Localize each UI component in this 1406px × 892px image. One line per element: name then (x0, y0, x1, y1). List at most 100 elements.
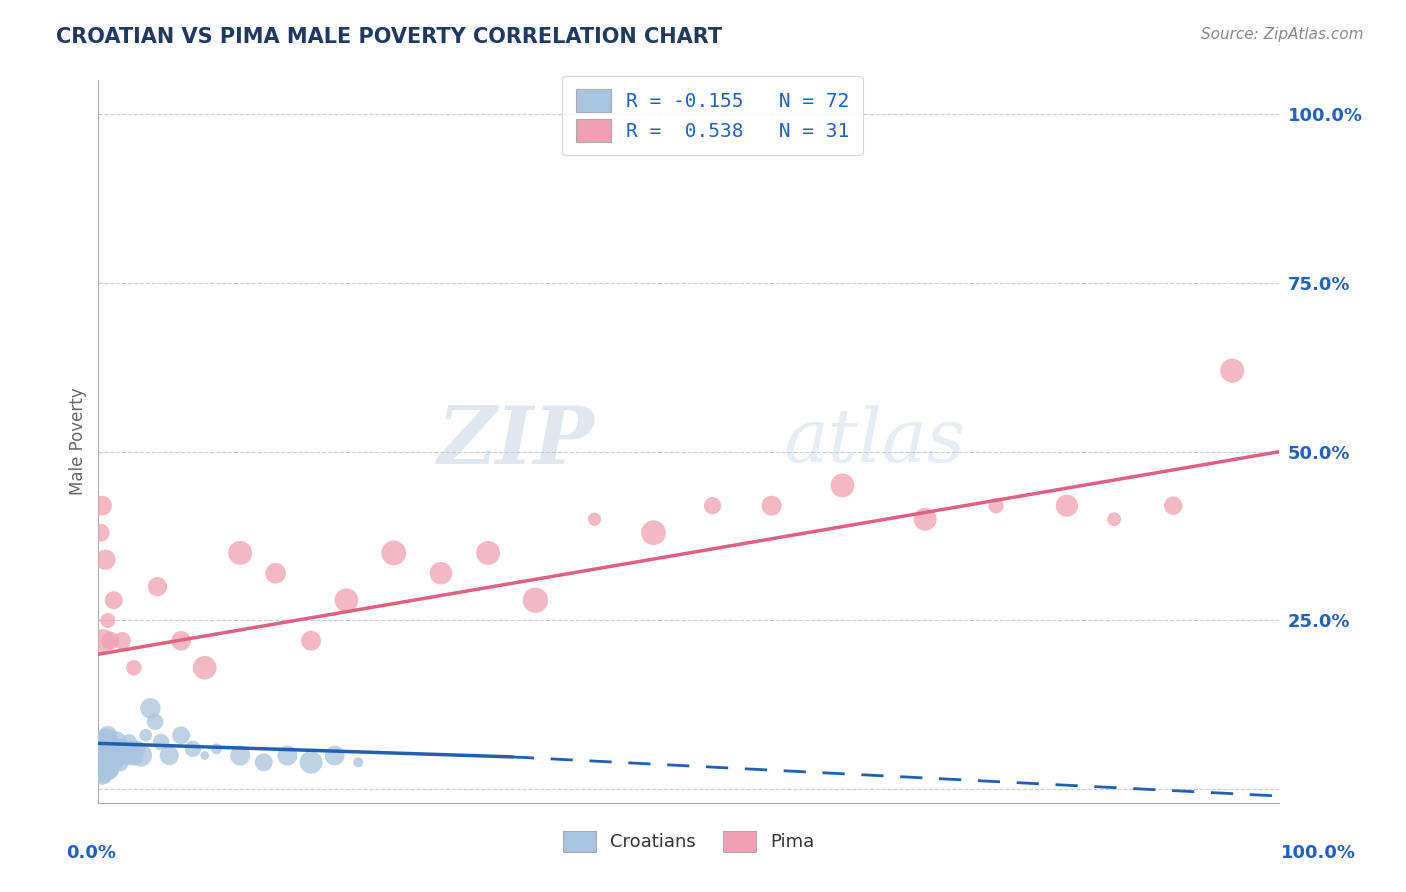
Point (96, 735, 118, 749)
Point (1056, 499, 1078, 513)
Point (105, 735, 128, 749)
Point (90, 525, 112, 540)
Point (122, 748, 145, 763)
Text: Source: ZipAtlas.com: Source: ZipAtlas.com (1201, 27, 1364, 42)
Point (91, 748, 114, 763)
Point (170, 728, 193, 742)
Point (98, 728, 121, 742)
Point (100, 756, 122, 770)
Point (253, 756, 276, 770)
Point (101, 748, 124, 763)
Point (89, 756, 111, 770)
Point (115, 748, 138, 763)
Point (1220, 364, 1243, 378)
Point (98, 741, 121, 756)
Point (91, 741, 114, 756)
Text: atlas: atlas (783, 405, 966, 478)
Text: 0.0%: 0.0% (66, 844, 117, 862)
Point (98, 762, 121, 776)
Point (103, 756, 125, 770)
Point (96, 756, 118, 770)
Point (382, 546, 405, 560)
Point (135, 728, 157, 742)
Point (299, 633, 322, 648)
Point (91, 762, 114, 776)
Point (143, 714, 166, 729)
Point (101, 735, 124, 749)
Point (100, 741, 122, 756)
Point (702, 499, 724, 513)
Point (111, 633, 134, 648)
Point (94, 552, 117, 566)
Point (122, 661, 145, 675)
Point (90, 741, 112, 756)
Point (93, 756, 115, 770)
Point (98, 741, 121, 756)
Point (111, 748, 134, 763)
Point (103, 741, 125, 756)
Point (347, 756, 370, 770)
Point (91, 633, 114, 648)
Point (108, 756, 131, 770)
Point (97, 735, 120, 749)
Point (127, 741, 149, 756)
Point (477, 546, 499, 560)
Point (93, 735, 115, 749)
Point (101, 748, 124, 763)
Point (91, 748, 114, 763)
Point (118, 735, 141, 749)
Point (299, 756, 322, 770)
Point (94, 748, 117, 763)
Point (97, 762, 120, 776)
Point (94, 728, 117, 742)
Point (1102, 512, 1125, 526)
Point (98, 633, 121, 648)
Point (335, 593, 357, 607)
Point (98, 756, 121, 770)
Point (229, 546, 252, 560)
Point (93, 735, 115, 749)
Point (98, 748, 121, 763)
Text: ZIP: ZIP (437, 403, 595, 480)
Point (105, 756, 128, 770)
Point (129, 748, 152, 763)
Point (914, 512, 936, 526)
Y-axis label: Male Poverty: Male Poverty (69, 388, 87, 495)
Point (97, 728, 120, 742)
Point (112, 741, 135, 756)
Point (91, 769, 114, 783)
Point (90, 762, 112, 776)
Point (194, 661, 217, 675)
Point (984, 499, 1007, 513)
Point (524, 593, 547, 607)
Point (139, 701, 162, 715)
Point (264, 566, 287, 581)
Text: 100.0%: 100.0% (1281, 844, 1357, 862)
Point (94, 762, 117, 776)
Point (194, 748, 217, 763)
Point (94, 748, 117, 763)
Point (110, 741, 132, 756)
Point (105, 741, 128, 756)
Point (97, 748, 120, 763)
Point (96, 741, 118, 756)
Point (323, 748, 346, 763)
Point (103, 593, 125, 607)
Point (583, 512, 606, 526)
Point (831, 478, 853, 492)
Point (91, 499, 114, 513)
Point (430, 566, 453, 581)
Point (643, 525, 665, 540)
Point (181, 741, 204, 756)
Point (107, 748, 129, 763)
Point (205, 741, 228, 756)
Point (91, 756, 114, 770)
Point (761, 499, 783, 513)
Point (146, 580, 169, 594)
Point (157, 748, 180, 763)
Point (91, 735, 114, 749)
Legend: Croatians, Pima: Croatians, Pima (557, 823, 821, 859)
Point (104, 748, 127, 763)
Point (276, 748, 298, 763)
Point (93, 741, 115, 756)
